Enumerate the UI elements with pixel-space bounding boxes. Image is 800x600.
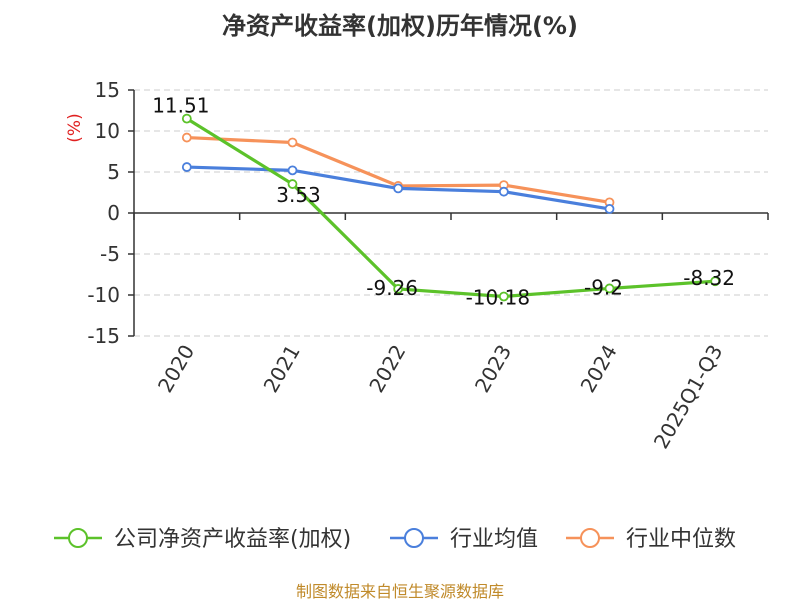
series-0-point-3	[498, 291, 509, 302]
legend-marker-0	[68, 528, 88, 548]
data-label-0: 11.51	[152, 94, 209, 118]
data-label-4: -9.2	[584, 275, 623, 299]
x-tick-label-1: 2021	[259, 341, 305, 397]
series-0-point-5	[710, 276, 721, 287]
legend-marker-2	[580, 528, 600, 548]
series-2-point-1	[287, 137, 298, 148]
series-0-point-0	[181, 113, 192, 124]
y-tick-label--5: -5	[100, 242, 120, 266]
data-source: 制图数据来自恒生聚源数据库	[295, 582, 504, 600]
x-tick-label-0: 2020	[153, 341, 199, 397]
series-0-point-4	[604, 283, 615, 294]
x-tick-label-3: 2023	[470, 341, 516, 397]
legend-marker-1	[404, 528, 424, 548]
series-1-point-4	[604, 203, 615, 214]
chart-title: 净资产收益率(加权)历年情况(%)	[222, 12, 578, 40]
y-tick-label--10: -10	[87, 283, 120, 307]
x-tick-label-2: 2022	[364, 341, 410, 397]
data-label-3: -10.18	[466, 285, 530, 309]
x-tick-label-4: 2024	[576, 341, 622, 397]
data-label-1: 3.53	[276, 183, 321, 207]
series-2-point-0	[181, 132, 192, 143]
legend-item-1[interactable]: 行业均值	[390, 527, 538, 552]
series-0-point-1	[287, 179, 298, 189]
series-1-point-1	[287, 165, 298, 176]
y-axis-label: (%)	[65, 113, 85, 142]
y-tick-label-5: 5	[107, 160, 120, 184]
series-0-point-2	[393, 284, 404, 294]
data-label-2: -9.26	[366, 276, 418, 300]
legend-label-2: 行业中位数	[626, 527, 736, 552]
series-layer	[181, 113, 721, 302]
label-layer: 11.51 3.53 -9.26 -10.18 -9.2 -8.32	[152, 94, 735, 310]
legend-item-2[interactable]: 行业中位数	[566, 527, 736, 552]
legend-label-0: 公司净资产收益率(加权)	[114, 527, 351, 552]
series-1-point-3	[498, 186, 509, 197]
series-1-point-2	[393, 183, 404, 194]
y-tick-label-10: 10	[95, 119, 120, 143]
grid-layer	[134, 89, 768, 337]
legend-item-0[interactable]: 公司净资产收益率(加权)	[54, 527, 351, 552]
series-line-0	[185, 117, 716, 299]
axis-layer: 15 10 5 0 -5 -10 -15 (%) 2020 2021 2022 2023 2024 202…	[65, 78, 769, 453]
x-tick-label-5: 2025Q1-Q3	[649, 341, 728, 453]
legend-layer[interactable]: 公司净资产收益率(加权) 行业均值 行业中位数	[54, 527, 736, 552]
y-tick-label-15: 15	[95, 78, 120, 102]
legend-label-1: 行业均值	[450, 527, 538, 552]
series-1-point-0	[181, 162, 192, 172]
data-label-5: -8.32	[683, 266, 735, 290]
y-tick-label-0: 0	[107, 201, 120, 225]
y-tick-label--15: -15	[87, 324, 120, 348]
